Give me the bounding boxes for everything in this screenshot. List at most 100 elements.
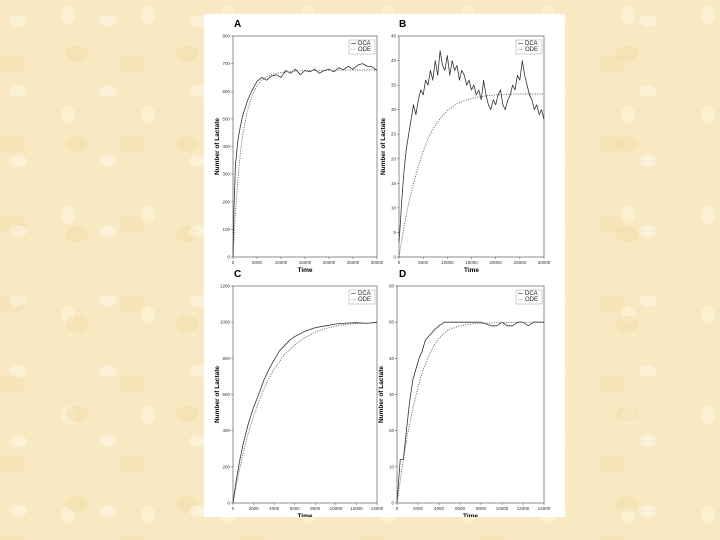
- y-tick-label: 25: [391, 132, 397, 137]
- x-axis-title: Time: [297, 513, 312, 517]
- chart-d: D 0 2000 4000 6000 8000 10000 12000 14000 0 10 20 30…: [378, 269, 551, 517]
- y-tick-label: 800: [222, 34, 230, 39]
- y-tick-label: 5: [393, 230, 396, 235]
- legend-label: ODE: [358, 47, 371, 53]
- legend-label: DCA: [358, 41, 371, 47]
- series-line-ode: [232, 69, 377, 258]
- y-tick-label: 20: [389, 428, 395, 433]
- series-line-ode: [398, 93, 544, 258]
- chart-b: B 0 5000 10000 15000 20000 25000 30000 0 5 10 15 20 2…: [380, 19, 551, 274]
- x-tick-label: 10000: [496, 506, 509, 511]
- y-tick-label: 400: [222, 428, 230, 433]
- y-tick-label: 200: [222, 199, 230, 204]
- x-tick-label: 20000: [489, 260, 502, 265]
- series-line-ode: [232, 322, 378, 504]
- figure-svg: A0 5000 10000 15000 20000 25000 30000010020030…: [214, 19, 551, 517]
- x-tick-label: 15000: [299, 260, 312, 265]
- x-tick-label: 25000: [514, 260, 527, 265]
- x-tick-label: 10000: [441, 260, 454, 265]
- y-tick-label: 800: [222, 356, 230, 361]
- x-tick-label: 20000: [323, 260, 336, 265]
- x-tick-label: 30000: [538, 260, 551, 265]
- panel-label: A: [234, 19, 241, 30]
- series-line-ode: [396, 321, 544, 504]
- x-tick-label: 2000: [413, 506, 424, 511]
- legend-label: DCA: [358, 291, 371, 297]
- y-tick-label: 600: [222, 89, 230, 94]
- y-tick-label: 15: [391, 181, 397, 186]
- y-tick-label: 40: [391, 58, 397, 63]
- plot-frame: [398, 35, 545, 258]
- series-line-dca: [232, 321, 378, 504]
- x-axis-title: Time: [464, 267, 479, 274]
- y-tick-label: 400: [222, 144, 230, 149]
- plot-frame: [232, 285, 378, 504]
- y-tick-label: 35: [391, 83, 397, 88]
- x-tick-label: 0: [398, 260, 401, 265]
- series-line-dca: [232, 63, 378, 258]
- y-tick-label: 1000: [220, 320, 231, 325]
- y-tick-label: 0: [391, 501, 394, 506]
- y-tick-label: 60: [389, 284, 395, 289]
- x-tick-label: 5000: [252, 260, 263, 265]
- legend-label: ODE: [525, 297, 538, 303]
- y-tick-label: 500: [222, 116, 230, 121]
- x-tick-label: 12000: [517, 506, 530, 511]
- legend-label: DCA: [525, 291, 538, 297]
- panel-label: D: [399, 269, 406, 280]
- chart-a: A 0 5000 10000 15000 20000 25000 30000 0 100 200 30…: [214, 19, 384, 274]
- x-axis-title: Time: [297, 267, 312, 274]
- x-tick-label: 4000: [269, 506, 280, 511]
- panel-label: C: [234, 269, 241, 280]
- y-tick-label: 300: [222, 172, 230, 177]
- y-tick-label: 30: [389, 392, 395, 397]
- x-tick-label: 0: [232, 506, 235, 511]
- series-line-dca: [398, 50, 545, 243]
- x-tick-label: 14000: [371, 506, 384, 511]
- series-line-dca: [396, 321, 544, 504]
- y-axis-title: Number of Lactate: [214, 118, 221, 175]
- y-tick-label: 100: [222, 227, 230, 232]
- y-tick-label: 10: [391, 205, 397, 210]
- y-tick-label: 30: [391, 107, 397, 112]
- y-tick-label: 10: [389, 464, 395, 469]
- legend-label: ODE: [358, 297, 371, 303]
- panel-label: B: [399, 19, 406, 30]
- x-tick-label: 30000: [371, 260, 384, 265]
- y-axis-title: Number of Lactate: [380, 118, 387, 175]
- x-tick-label: 6000: [455, 506, 466, 511]
- figure-panel: A 0 5000 10000 15000 20000 25000 30000 0 100 200 30…: [204, 14, 565, 517]
- legend-label: ODE: [525, 47, 538, 53]
- y-tick-label: 1200: [220, 284, 231, 289]
- x-tick-label: 25000: [347, 260, 360, 265]
- y-tick-label: 0: [227, 501, 230, 506]
- y-tick-label: 0: [227, 255, 230, 260]
- chart-c: C 0 2000 4000 6000 8000 10000 12000 14000 0 200 400…: [214, 269, 384, 517]
- x-tick-label: 8000: [476, 506, 487, 511]
- x-tick-label: 2000: [249, 506, 260, 511]
- y-tick-label: 200: [222, 464, 230, 469]
- y-tick-label: 45: [391, 34, 397, 39]
- plot-frame: [232, 35, 378, 258]
- x-tick-label: 10000: [275, 260, 288, 265]
- x-tick-label: 4000: [434, 506, 445, 511]
- x-tick-label: 15000: [465, 260, 478, 265]
- y-tick-label: 0: [393, 255, 396, 260]
- y-tick-label: 50: [389, 320, 395, 325]
- x-tick-label: 5000: [418, 260, 429, 265]
- x-tick-label: 0: [232, 260, 235, 265]
- x-tick-label: 0: [396, 506, 399, 511]
- y-tick-label: 700: [222, 61, 230, 66]
- x-tick-label: 12000: [350, 506, 363, 511]
- x-tick-label: 8000: [310, 506, 321, 511]
- x-tick-label: 6000: [290, 506, 301, 511]
- y-axis-title: Number of Lactate: [378, 366, 385, 423]
- y-axis-title: Number of Lactate: [214, 366, 221, 423]
- legend-label: DCA: [525, 41, 538, 47]
- plot-frame: [396, 285, 545, 504]
- x-axis-title: Time: [463, 513, 478, 517]
- x-tick-label: 10000: [330, 506, 343, 511]
- y-tick-label: 600: [222, 392, 230, 397]
- y-tick-label: 20: [391, 156, 397, 161]
- x-tick-label: 14000: [538, 506, 551, 511]
